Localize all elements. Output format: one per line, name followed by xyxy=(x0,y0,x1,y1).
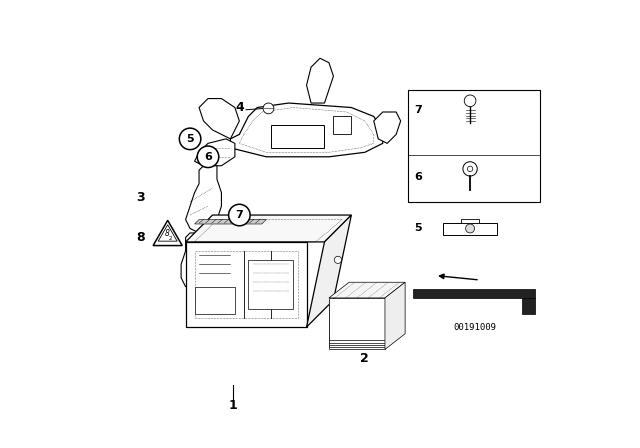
Circle shape xyxy=(463,162,477,176)
Polygon shape xyxy=(181,233,199,287)
Text: 3: 3 xyxy=(136,190,145,204)
Text: 4: 4 xyxy=(235,101,244,114)
Polygon shape xyxy=(186,242,307,327)
Polygon shape xyxy=(329,305,385,347)
Polygon shape xyxy=(385,282,405,349)
Circle shape xyxy=(228,204,250,226)
Text: 00191009: 00191009 xyxy=(453,323,496,332)
Circle shape xyxy=(334,256,342,263)
Text: 5: 5 xyxy=(186,134,194,144)
Polygon shape xyxy=(329,298,385,340)
Polygon shape xyxy=(307,215,351,327)
Text: 2: 2 xyxy=(360,352,369,365)
Text: 2: 2 xyxy=(169,236,173,241)
Polygon shape xyxy=(248,260,293,309)
Polygon shape xyxy=(443,223,497,235)
Polygon shape xyxy=(329,282,405,298)
Polygon shape xyxy=(186,215,351,242)
Polygon shape xyxy=(329,302,385,345)
Polygon shape xyxy=(522,298,535,314)
Polygon shape xyxy=(408,90,540,202)
Text: 6: 6 xyxy=(204,152,212,162)
Circle shape xyxy=(464,95,476,107)
Circle shape xyxy=(179,128,201,150)
Text: 5: 5 xyxy=(414,224,422,233)
Text: 8: 8 xyxy=(136,231,145,244)
Polygon shape xyxy=(271,125,324,148)
Text: 8: 8 xyxy=(164,229,169,238)
Polygon shape xyxy=(195,287,235,314)
Circle shape xyxy=(197,146,219,168)
Circle shape xyxy=(467,166,473,172)
Polygon shape xyxy=(307,58,333,103)
Polygon shape xyxy=(413,289,535,298)
Polygon shape xyxy=(195,139,235,166)
Text: 7: 7 xyxy=(236,210,243,220)
Polygon shape xyxy=(186,166,221,233)
Text: 7: 7 xyxy=(414,105,422,115)
Text: 6: 6 xyxy=(414,172,422,182)
Polygon shape xyxy=(329,300,385,343)
Polygon shape xyxy=(195,220,266,224)
Polygon shape xyxy=(461,219,479,223)
Polygon shape xyxy=(329,307,385,349)
Polygon shape xyxy=(199,99,239,139)
Polygon shape xyxy=(333,116,351,134)
Polygon shape xyxy=(153,220,182,246)
Circle shape xyxy=(465,224,475,233)
Text: 1: 1 xyxy=(228,399,237,412)
Polygon shape xyxy=(374,112,401,143)
Circle shape xyxy=(263,103,274,114)
Polygon shape xyxy=(230,103,383,157)
